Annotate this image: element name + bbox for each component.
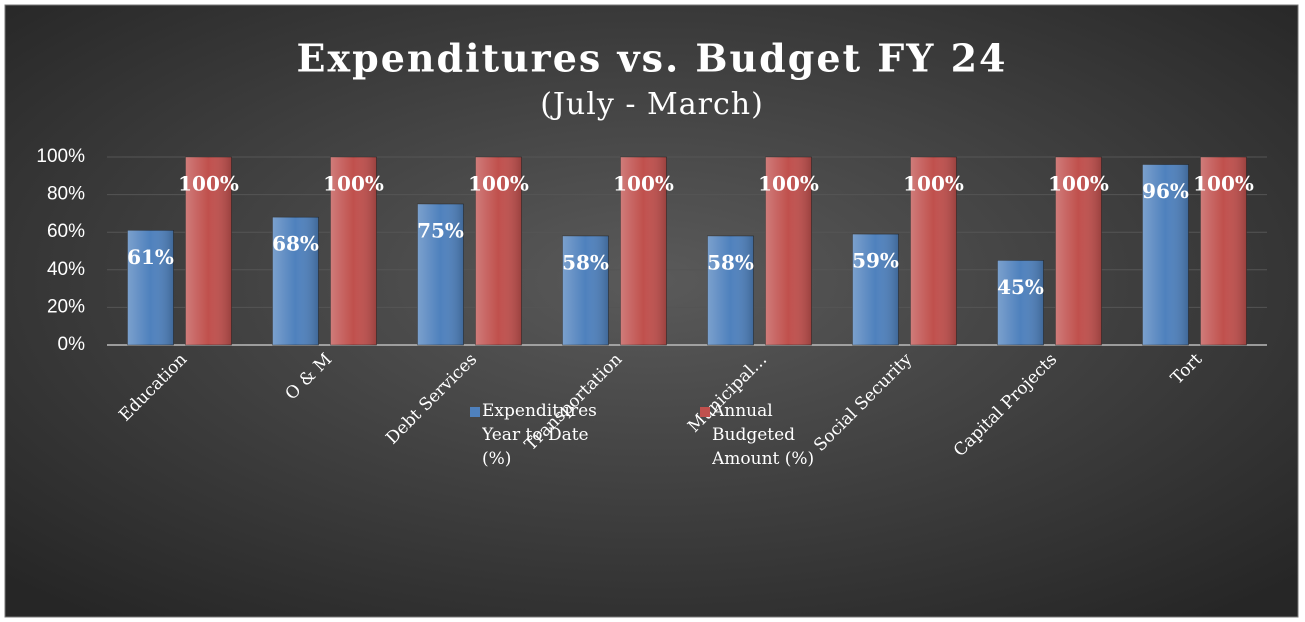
data-label: 59% — [852, 249, 899, 273]
data-label: 100% — [1048, 172, 1109, 196]
chart-subtitle: (July - March) — [540, 87, 764, 122]
y-tick-label: 80% — [47, 184, 85, 205]
legend-entry: Expenditures Year to Date (%) — [482, 401, 597, 469]
bar — [997, 260, 1044, 346]
legend-label: Expenditures Year to Date (%) — [482, 401, 597, 469]
data-label: 58% — [562, 250, 609, 274]
data-label: 100% — [468, 172, 529, 196]
y-tick-label: 20% — [47, 296, 85, 317]
y-tick-label: 100% — [36, 146, 85, 167]
data-label: 100% — [1193, 172, 1254, 196]
data-label: 61% — [127, 245, 174, 269]
data-label: 96% — [1142, 179, 1189, 203]
y-tick-label: 40% — [47, 259, 85, 280]
legend-swatch — [700, 407, 710, 417]
y-tick-label: 60% — [47, 221, 85, 242]
data-label: 100% — [903, 172, 964, 196]
data-label: 100% — [613, 172, 674, 196]
data-label: 68% — [272, 232, 319, 256]
legend-label: Annual Budgeted Amount (%) — [712, 401, 815, 469]
legend-swatch — [470, 407, 480, 417]
data-label: 100% — [323, 172, 384, 196]
data-label: 100% — [178, 172, 239, 196]
chart-title: Expenditures vs. Budget FY 24 — [297, 36, 1008, 81]
y-tick-label: 0% — [58, 334, 86, 355]
data-label: 100% — [758, 172, 819, 196]
data-label: 45% — [997, 275, 1044, 299]
data-label: 75% — [417, 219, 464, 243]
legend-entry: Annual Budgeted Amount (%) — [712, 401, 815, 469]
data-label: 58% — [707, 250, 754, 274]
